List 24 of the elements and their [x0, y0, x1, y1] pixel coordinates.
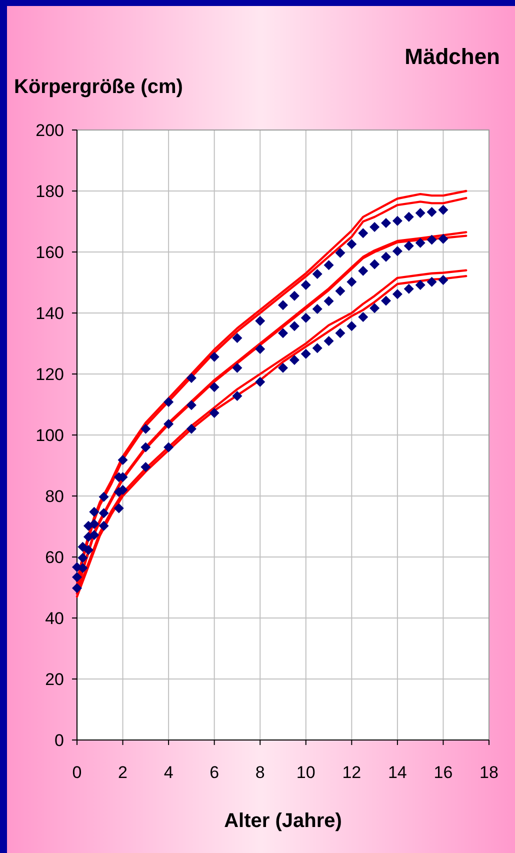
x-tick-label: 10 [296, 763, 316, 782]
y-tick-label: 200 [36, 120, 64, 140]
x-tick-label: 0 [72, 763, 82, 782]
y-tick-label: 120 [36, 364, 64, 384]
x-tick-label: 2 [118, 763, 128, 782]
y-tick-label: 100 [36, 426, 64, 445]
y-tick-label: 140 [36, 304, 64, 323]
x-tick-label: 8 [255, 763, 265, 782]
chart-title: Mädchen [404, 44, 500, 69]
x-tick-label: 18 [480, 763, 498, 782]
y-axis-title: Körpergröße (cm) [14, 76, 183, 98]
x-tick-label: 12 [342, 763, 362, 782]
y-tick-label: 160 [36, 242, 64, 262]
x-axis-title: Alter (Jahre) [224, 810, 342, 832]
y-tick-label: 40 [45, 608, 64, 628]
x-tick-label: 14 [388, 763, 407, 782]
x-tick-label: 4 [164, 763, 174, 782]
y-tick-label: 20 [45, 670, 64, 689]
x-tick-label: 6 [210, 763, 220, 782]
y-tick-label: 0 [54, 730, 64, 750]
y-tick-label: 180 [36, 182, 64, 201]
y-tick-label: 60 [45, 548, 64, 567]
y-tick-label: 80 [45, 486, 64, 506]
x-tick-label: 16 [434, 763, 453, 782]
